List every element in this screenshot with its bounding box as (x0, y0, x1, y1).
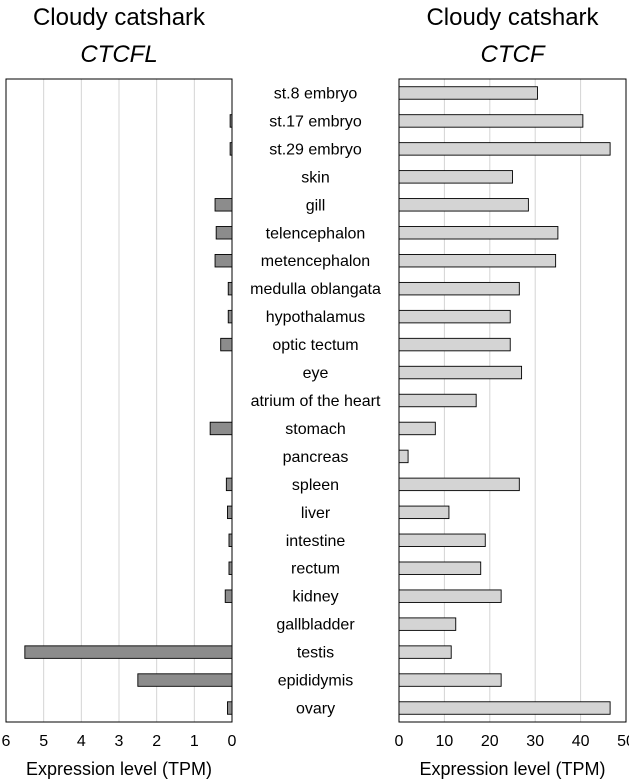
ctcfl-x-axis-label: Expression level (TPM) (26, 759, 212, 779)
ctcfl-bar-hypothalamus (227, 309, 233, 324)
category-label: ovary (296, 701, 335, 718)
ctcfl-bar-optic-tectum (220, 337, 233, 352)
ctcfl-bar-stomach (209, 421, 233, 436)
ctcf-tick-label: 0 (395, 733, 404, 750)
category-label: medulla oblangata (250, 281, 381, 298)
ctcf-tick-label: 50 (617, 733, 629, 750)
ctcf-bar-gallbladder (398, 617, 457, 631)
ctcf-bar-kidney (398, 589, 502, 603)
category-label: pancreas (283, 449, 349, 466)
ctcf-gene-name: CTCF (481, 41, 546, 68)
ctcfl-tick-label: 3 (115, 733, 124, 750)
ctcfl-gene-name: CTCFL (80, 41, 157, 68)
category-label: optic tectum (272, 337, 358, 354)
ctcf-bar-spleen (398, 477, 520, 492)
ctcf-title: Cloudy catshark (426, 4, 599, 31)
ctcfl-bar-liver (227, 505, 233, 520)
ctcfl-tick-label: 4 (77, 733, 86, 750)
ctcfl-bar-intestine (228, 533, 233, 547)
ctcf-tick-label: 40 (572, 733, 590, 750)
ctcfl-bar-st-17-embryo (229, 114, 233, 128)
category-label: gill (306, 197, 326, 214)
ctcfl-bar-st-29-embryo (229, 142, 233, 156)
ctcf-bar-testis (398, 645, 452, 659)
ctcf-x-axis-label: Expression level (TPM) (419, 759, 605, 779)
ctcfl-bar-kidney (224, 589, 233, 603)
ctcf-bar-optic-tectum (398, 337, 511, 352)
category-label: testis (297, 645, 334, 662)
ctcf-bar-pancreas (398, 449, 409, 464)
ctcf-bar-st-8-embryo (398, 86, 538, 100)
ctcf-tick-label: 20 (481, 733, 499, 750)
ctcfl-bar-gill (214, 198, 233, 212)
ctcfl-bar-testis (24, 645, 233, 659)
ctcf-bar-hypothalamus (398, 309, 511, 324)
ctcf-bar-medulla-oblangata (398, 281, 520, 296)
category-label: metencephalon (261, 253, 370, 270)
ctcfl-bar-spleen (225, 477, 233, 492)
ctcfl-bar-metencephalon (214, 254, 233, 268)
ctcf-bar-metencephalon (398, 254, 557, 268)
category-label: telencephalon (266, 225, 366, 242)
ctcfl-tick-label: 6 (2, 733, 11, 750)
ctcf-bar-rectum (398, 561, 482, 575)
category-label: st.8 embryo (274, 85, 358, 102)
ctcf-bar-liver (398, 505, 450, 520)
ctcf-bar-st-29-embryo (398, 142, 611, 156)
category-label: st.17 embryo (269, 113, 362, 130)
ctcf-bar-eye (398, 365, 523, 380)
ctcfl-panel: 6 5 4 3 2 1 0 Expression level (TPM) Cloudy cats… (2, 4, 237, 779)
category-label: gallbladder (276, 617, 355, 634)
category-labels: st.8 embryo st.17 embryo st.29 embryo skin g… (250, 85, 381, 717)
ctcf-tick-label: 30 (526, 733, 544, 750)
category-label: eye (303, 365, 329, 382)
ctcf-bar-stomach (398, 421, 436, 436)
category-label: atrium of the heart (251, 393, 381, 410)
category-label: kidney (292, 589, 338, 606)
ctcf-bar-telencephalon (398, 226, 559, 240)
category-label: hypothalamus (266, 309, 366, 326)
ctcfl-tick-label: 0 (228, 733, 237, 750)
ctcfl-plot-frame (5, 78, 233, 723)
category-label: intestine (286, 533, 346, 550)
ctcf-bar-epididymis (398, 673, 502, 687)
ctcf-bar-gill (398, 198, 529, 212)
ctcfl-bar-epididymis (137, 673, 233, 687)
category-label: epididymis (278, 673, 354, 690)
ctcfl-title: Cloudy catshark (33, 4, 206, 31)
ctcf-bar-intestine (398, 533, 486, 547)
category-label: skin (301, 169, 329, 186)
ctcfl-tick-label: 2 (152, 733, 161, 750)
ctcf-tick-label: 10 (436, 733, 454, 750)
ctcfl-bar-ovary (227, 701, 233, 715)
ctcfl-bar-telencephalon (215, 226, 233, 240)
ctcf-panel: 0 10 20 30 40 50 Expression level (TPM) Cloudy … (395, 4, 629, 779)
ctcf-bar-atrium-of-the-heart (398, 393, 477, 408)
ctcf-bar-st-17-embryo (398, 114, 584, 128)
ctcfl-bar-rectum (228, 561, 233, 575)
category-label: st.29 embryo (269, 141, 362, 158)
ctcf-bar-skin (398, 170, 513, 184)
category-label: spleen (292, 477, 339, 494)
ctcfl-tick-label: 5 (39, 733, 48, 750)
ctcfl-tick-label: 1 (190, 733, 199, 750)
category-label: liver (301, 505, 331, 522)
category-label: stomach (285, 421, 345, 438)
ctcfl-bar-medulla-oblangata (227, 281, 233, 296)
ctcf-bar-ovary (398, 701, 611, 715)
category-label: rectum (291, 561, 340, 578)
